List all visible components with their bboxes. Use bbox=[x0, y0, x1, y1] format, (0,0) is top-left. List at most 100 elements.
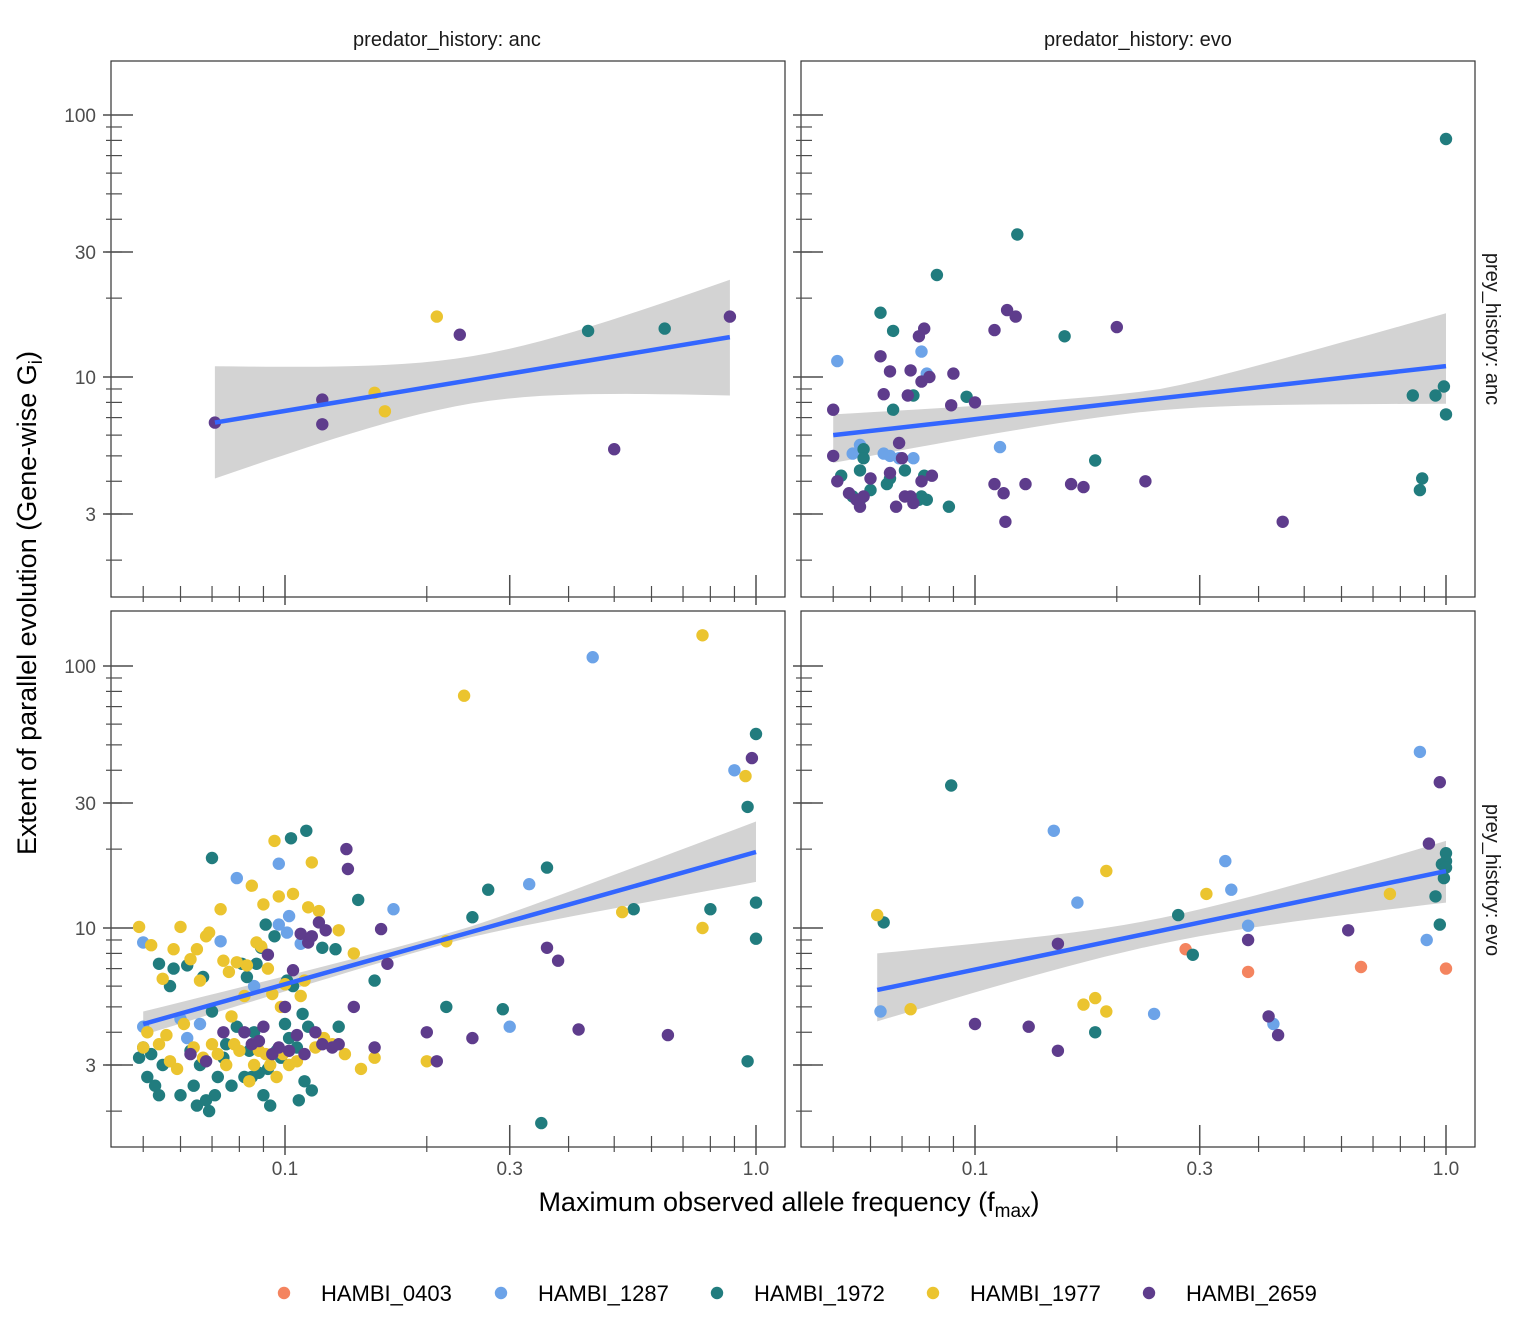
data-point bbox=[482, 883, 495, 896]
data-point bbox=[874, 306, 887, 319]
data-point bbox=[1429, 389, 1442, 402]
data-point bbox=[278, 1000, 292, 1014]
data-point bbox=[296, 1007, 309, 1021]
data-point bbox=[290, 1028, 304, 1042]
legend-label: HAMBI_1972 bbox=[754, 1281, 885, 1306]
data-point bbox=[889, 500, 903, 513]
data-point bbox=[300, 824, 313, 837]
data-point bbox=[1342, 924, 1355, 937]
data-point bbox=[581, 324, 595, 338]
data-point bbox=[945, 779, 958, 792]
data-point bbox=[184, 1047, 197, 1061]
data-point bbox=[551, 954, 565, 967]
data-point bbox=[170, 1062, 184, 1076]
data-point bbox=[728, 764, 741, 777]
regression-line bbox=[876, 868, 1447, 993]
data-point bbox=[174, 1089, 187, 1102]
data-point bbox=[895, 452, 909, 465]
data-point bbox=[238, 1026, 251, 1039]
data-point bbox=[257, 1020, 270, 1033]
data-point bbox=[247, 1058, 261, 1072]
data-point bbox=[945, 399, 958, 412]
data-point bbox=[174, 920, 187, 934]
x-tick-label: 0.1 bbox=[962, 1159, 988, 1180]
data-point bbox=[420, 1026, 433, 1039]
data-point bbox=[853, 464, 867, 477]
data-point bbox=[430, 1055, 443, 1068]
legend-label: HAMBI_1977 bbox=[970, 1281, 1101, 1306]
data-point bbox=[1011, 228, 1024, 241]
data-point bbox=[616, 905, 629, 919]
data-point bbox=[608, 443, 621, 456]
data-point bbox=[1241, 919, 1255, 932]
legend-item: HAMBI_1977 bbox=[926, 1281, 1101, 1306]
data-point bbox=[831, 354, 844, 368]
data-point bbox=[302, 901, 315, 914]
facet-panel-4 bbox=[793, 610, 1476, 1155]
y-tick-label: 3 bbox=[85, 505, 96, 526]
data-point bbox=[1089, 454, 1102, 467]
data-point bbox=[332, 1020, 345, 1033]
data-point bbox=[920, 493, 933, 506]
data-point bbox=[250, 957, 263, 970]
data-point bbox=[540, 861, 554, 874]
data-point bbox=[993, 440, 1007, 454]
data-point bbox=[294, 989, 307, 1003]
data-point bbox=[745, 751, 759, 765]
data-point bbox=[167, 943, 180, 956]
data-point bbox=[1437, 871, 1451, 885]
data-point bbox=[1051, 937, 1065, 950]
data-point bbox=[1000, 303, 1014, 317]
data-point bbox=[883, 466, 897, 480]
data-point bbox=[704, 903, 717, 916]
data-point bbox=[1077, 998, 1090, 1011]
data-point bbox=[132, 920, 146, 934]
data-point bbox=[853, 500, 867, 513]
data-point bbox=[904, 1003, 917, 1016]
data-point bbox=[930, 268, 944, 282]
y-tick-label: 10 bbox=[75, 919, 96, 940]
data-point bbox=[217, 1026, 230, 1039]
legend-swatch bbox=[926, 1286, 940, 1300]
data-point bbox=[354, 1062, 368, 1076]
data-point bbox=[292, 1094, 305, 1107]
data-point bbox=[190, 943, 204, 956]
data-point bbox=[749, 727, 763, 741]
data-point bbox=[193, 1017, 207, 1031]
data-point bbox=[243, 1075, 256, 1088]
data-point bbox=[378, 405, 392, 418]
data-point bbox=[1058, 330, 1071, 343]
data-point bbox=[540, 941, 554, 954]
data-point bbox=[874, 350, 887, 363]
data-point bbox=[208, 1089, 222, 1102]
data-point bbox=[1139, 475, 1152, 488]
data-point bbox=[696, 629, 709, 642]
data-point bbox=[347, 947, 360, 960]
data-point bbox=[332, 1038, 345, 1051]
y-tick-label: 100 bbox=[64, 657, 96, 678]
data-point bbox=[181, 1031, 194, 1045]
data-point bbox=[1420, 933, 1433, 947]
data-point bbox=[282, 1044, 296, 1058]
data-point bbox=[257, 1089, 270, 1102]
data-point bbox=[1147, 1007, 1161, 1021]
data-point bbox=[886, 324, 900, 338]
data-point bbox=[240, 970, 254, 984]
data-point bbox=[1110, 320, 1124, 334]
y-tick-label: 30 bbox=[75, 794, 96, 815]
data-point bbox=[247, 979, 261, 993]
data-point bbox=[846, 447, 859, 460]
data-point bbox=[988, 477, 1001, 491]
data-point bbox=[907, 452, 920, 465]
facet-panels bbox=[103, 60, 1476, 1155]
data-point bbox=[1019, 477, 1032, 491]
y-tick-label: 3 bbox=[85, 1056, 96, 1077]
data-point bbox=[1077, 480, 1090, 494]
data-point bbox=[523, 878, 536, 891]
data-point bbox=[368, 974, 381, 987]
legend-item: HAMBI_0403 bbox=[277, 1281, 452, 1306]
data-point bbox=[316, 418, 329, 431]
data-point bbox=[167, 962, 180, 975]
data-point bbox=[187, 1079, 200, 1092]
